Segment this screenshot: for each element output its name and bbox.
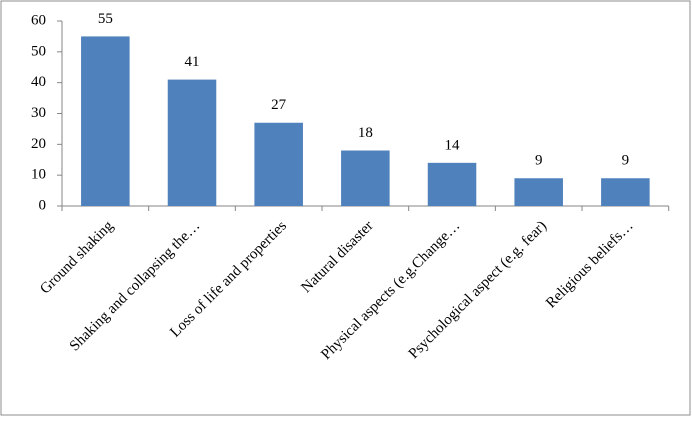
y-tick-label: 30 [31, 105, 46, 121]
value-label: 18 [358, 125, 373, 141]
bar [427, 162, 477, 206]
y-tick-label: 20 [31, 136, 46, 152]
value-label: 9 [535, 153, 543, 169]
value-label: 27 [271, 97, 287, 113]
y-tick-label: 40 [31, 74, 46, 90]
value-label: 14 [445, 137, 461, 153]
bar [601, 178, 650, 206]
value-label: 55 [98, 11, 113, 27]
bar [81, 36, 130, 206]
bar [254, 122, 303, 206]
y-tick-label: 0 [39, 197, 47, 213]
bar [167, 79, 217, 206]
value-label: 9 [622, 153, 630, 169]
y-tick-label: 10 [31, 167, 46, 183]
y-tick-label: 50 [31, 43, 46, 59]
bar [341, 150, 390, 206]
y-tick-label: 60 [31, 12, 46, 28]
value-label: 41 [185, 54, 200, 70]
bar [514, 178, 563, 206]
